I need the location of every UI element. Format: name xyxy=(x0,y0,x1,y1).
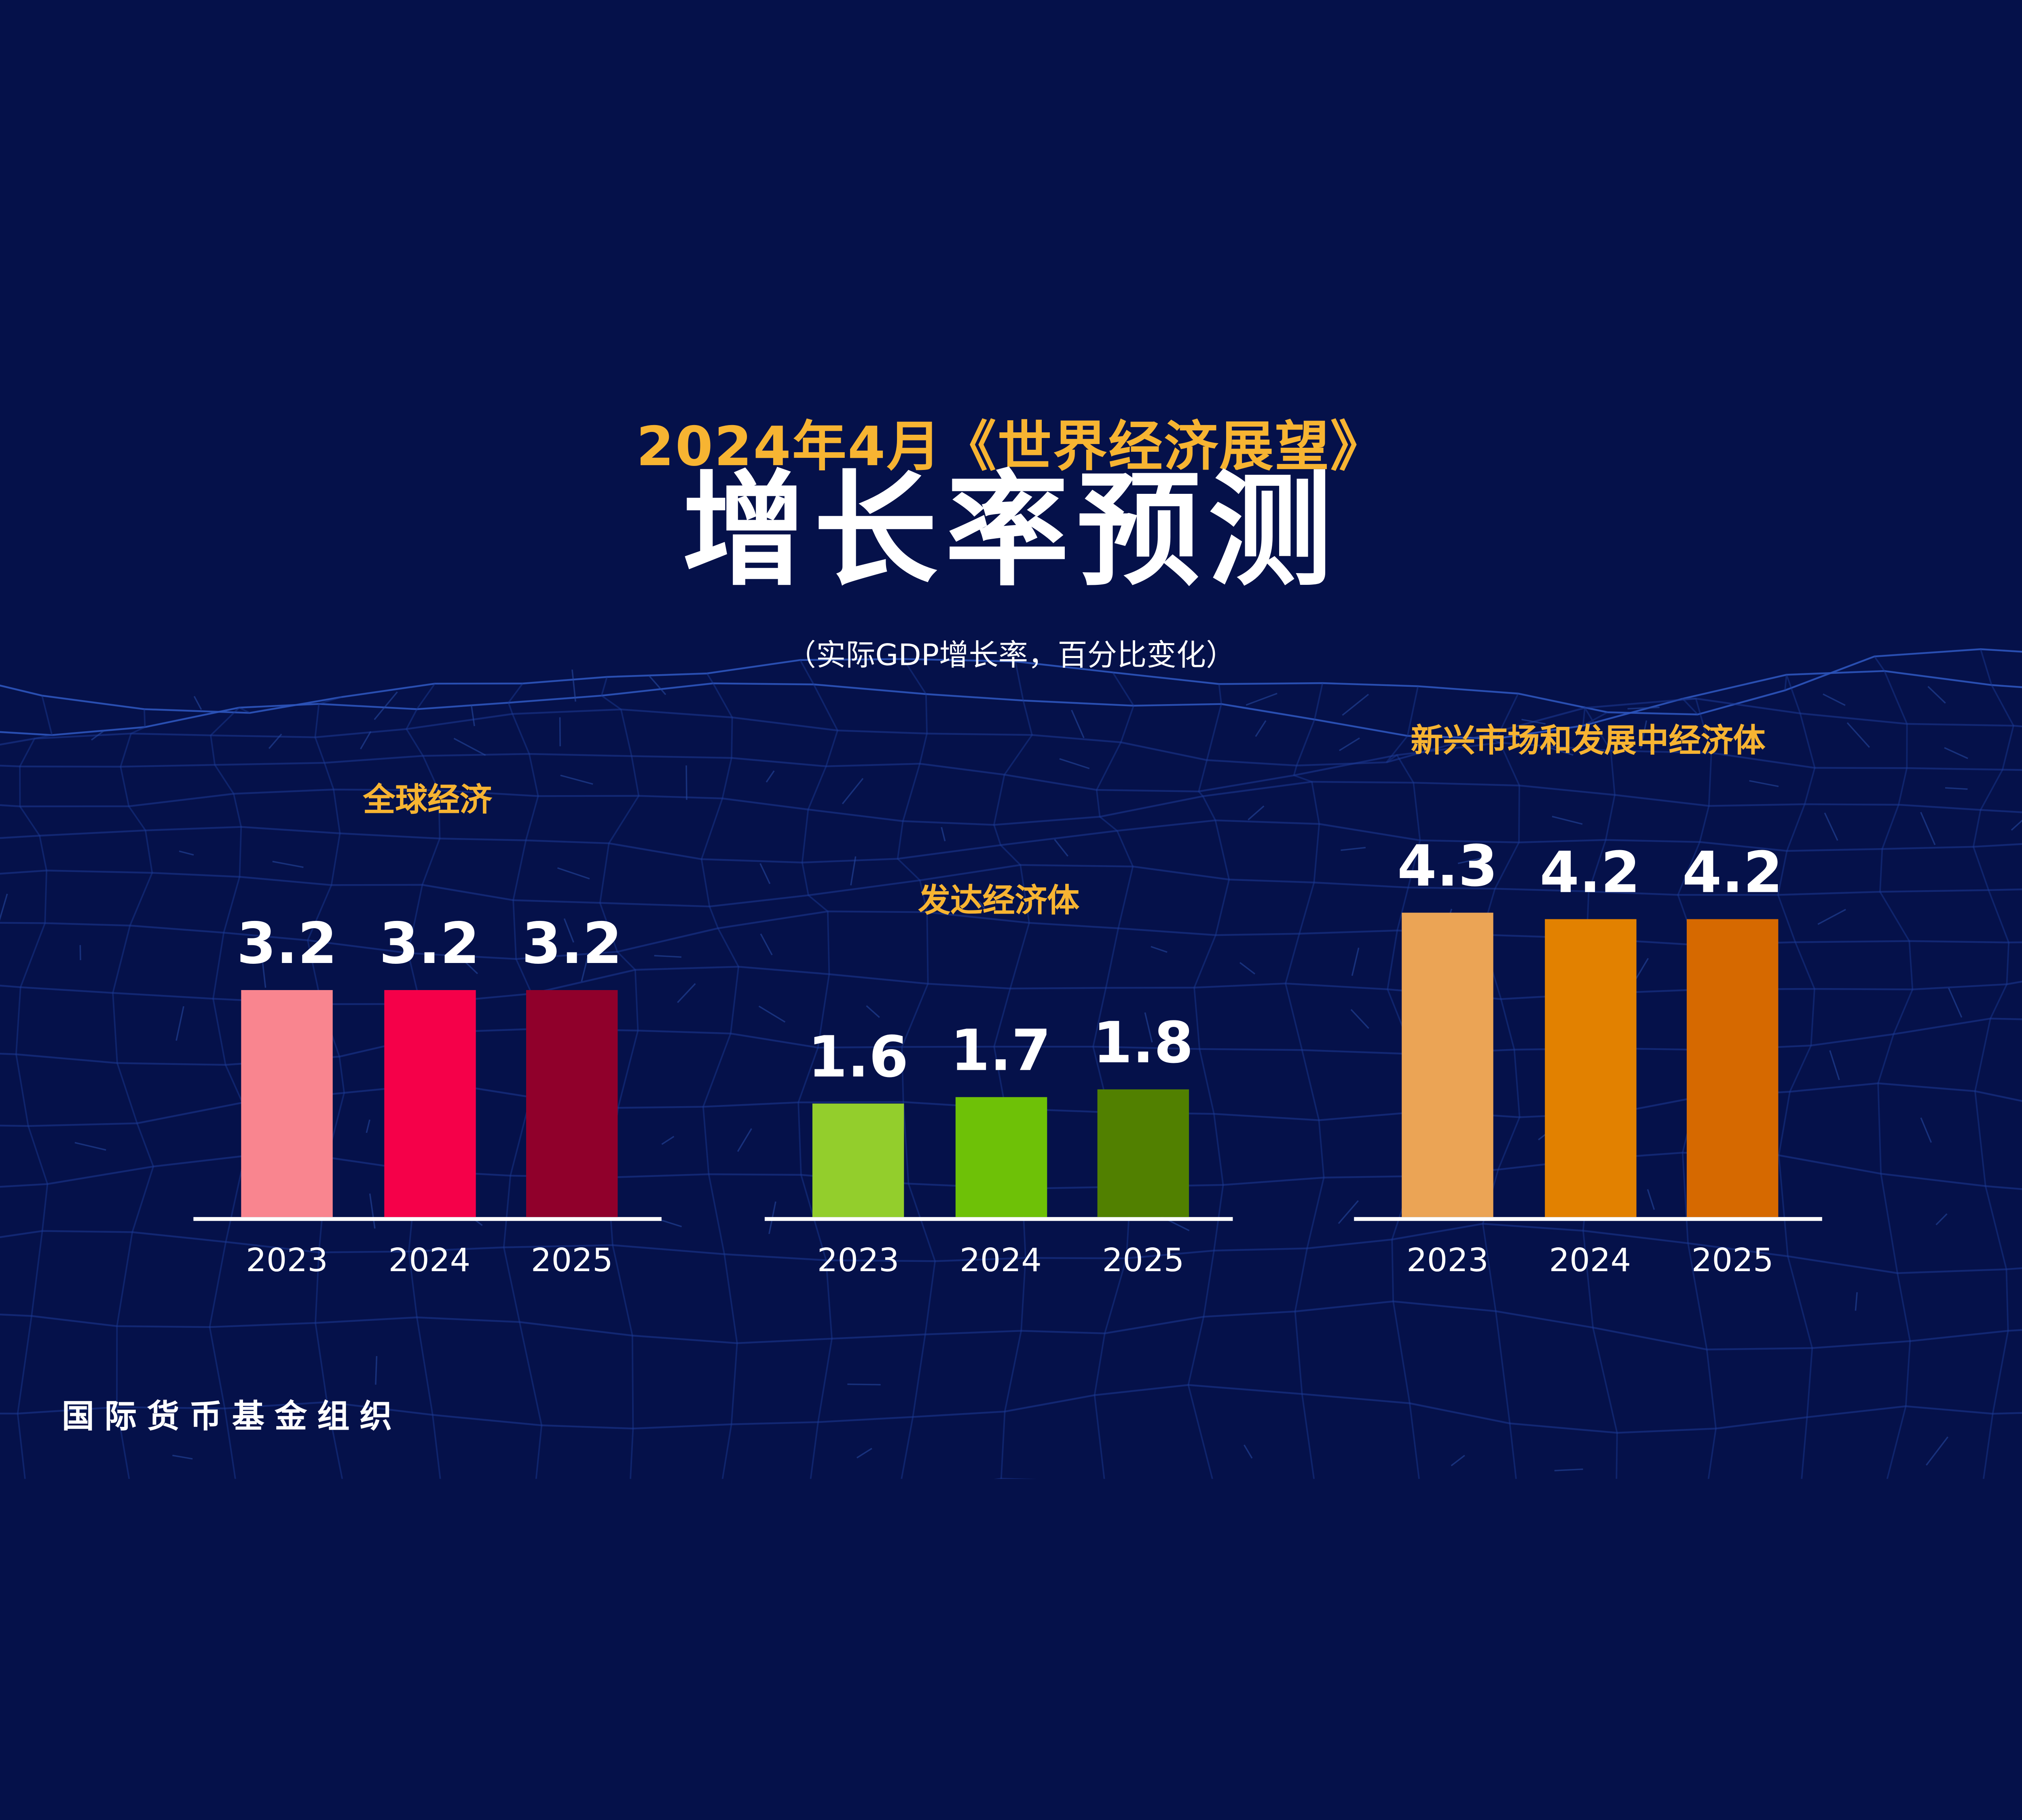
group-label-advanced-economies: 发达经济体 xyxy=(918,881,1080,919)
source-label: 国际货币基金组织 xyxy=(62,1397,402,1435)
group-label-emerging-markets: 新兴市场和发展中经济体 xyxy=(1411,722,1766,759)
page-subtitle: （实际GDP增长率，百分比变化） xyxy=(786,639,1236,673)
bar-g3-2024 xyxy=(1544,919,1636,1217)
year-label-g1-2025: 2025 xyxy=(531,1241,613,1279)
bar-value-g2-2025: 1.8 xyxy=(1093,1010,1194,1077)
bar-value-g1-2024: 3.2 xyxy=(379,911,480,977)
bar-value-g3-2024: 4.2 xyxy=(1540,840,1641,906)
bar-value-g2-2024: 1.7 xyxy=(950,1018,1051,1084)
chart-group-advanced-economies: 发达经济体 1.6 2023 1.7 2024 1.8 2025 xyxy=(764,341,1233,1479)
bar-value-g1-2023: 3.2 xyxy=(237,911,337,977)
report-kicker: 2024年4月《世界经济展望》 xyxy=(636,415,1386,478)
infographic-canvas: 2024年4月《世界经济展望》 增长率预测 （实际GDP增长率，百分比变化） 全… xyxy=(0,341,2022,1479)
page-title: 增长率预测 xyxy=(682,458,1340,603)
bar-value-g3-2023: 4.3 xyxy=(1397,833,1498,899)
chart-group-global-economy: 全球经济 3.2 2023 3.2 2024 3.2 2025 xyxy=(193,341,662,1479)
year-label-g3-2024: 2024 xyxy=(1549,1241,1631,1279)
year-label-g3-2025: 2025 xyxy=(1691,1241,1774,1279)
bar-g2-2025 xyxy=(1097,1089,1189,1217)
bar-g2-2024 xyxy=(955,1096,1047,1217)
chart-group-emerging-markets: 新兴市场和发展中经济体 4.3 2023 4.2 2024 4.2 2025 xyxy=(1354,341,1822,1479)
year-label-g3-2023: 2023 xyxy=(1406,1241,1489,1279)
year-label-g2-2023: 2023 xyxy=(817,1241,899,1279)
bar-g3-2023 xyxy=(1402,912,1493,1217)
bar-value-g3-2025: 4.2 xyxy=(1682,840,1783,906)
year-label-g1-2023: 2023 xyxy=(246,1241,328,1279)
bar-value-g1-2025: 3.2 xyxy=(521,911,622,977)
axis-baseline-advanced-economies xyxy=(764,1217,1233,1221)
axis-baseline-emerging-markets xyxy=(1354,1217,1822,1221)
bar-g1-2025 xyxy=(526,990,618,1217)
bar-value-g2-2023: 1.6 xyxy=(808,1024,909,1091)
gdp-growth-bar-chart: 全球经济 3.2 2023 3.2 2024 3.2 2025 发达经济体 1.6 2023… xyxy=(0,341,2022,1479)
bar-g3-2025 xyxy=(1686,919,1779,1217)
axis-baseline-global-economy xyxy=(193,1217,662,1221)
year-label-g2-2025: 2025 xyxy=(1102,1241,1184,1279)
year-label-g2-2024: 2024 xyxy=(960,1241,1042,1279)
bar-g1-2023 xyxy=(241,990,333,1217)
bar-g1-2024 xyxy=(383,990,476,1217)
year-label-g1-2024: 2024 xyxy=(388,1241,471,1279)
group-label-global-economy: 全球经济 xyxy=(363,781,492,819)
bar-g2-2023 xyxy=(812,1103,904,1217)
